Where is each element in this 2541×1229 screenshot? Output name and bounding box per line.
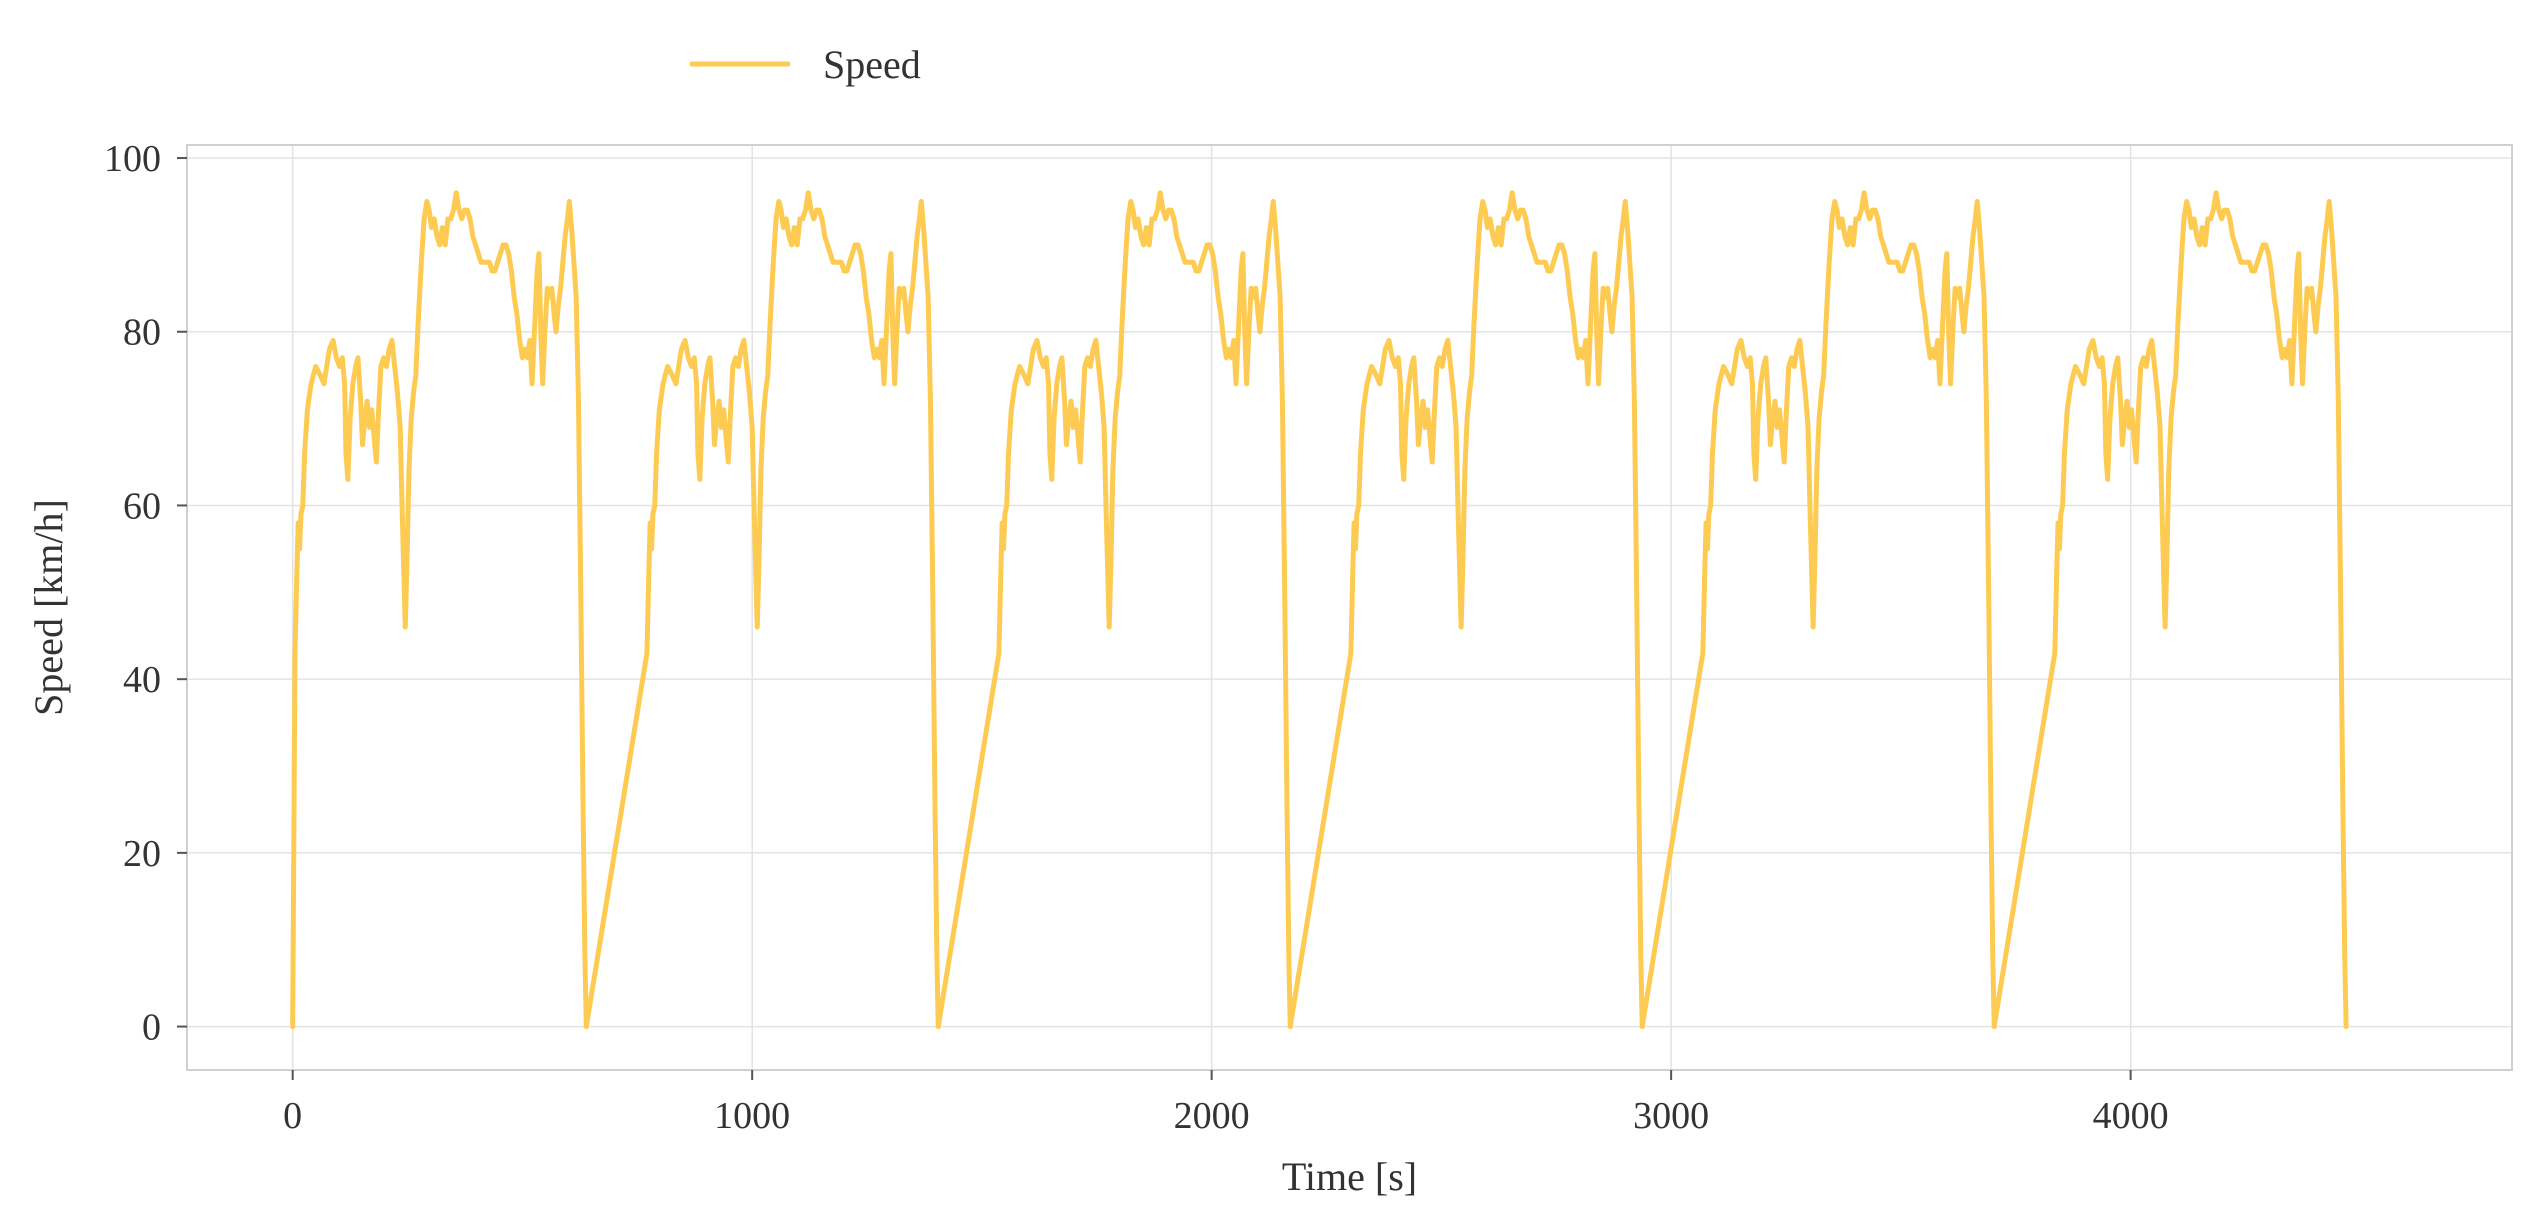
x-axis-ticks: 0 1000 2000 3000 4000: [283, 1070, 2169, 1137]
y-axis-label: Speed [km/h]: [26, 499, 71, 716]
x-tick-label: 1000: [714, 1095, 790, 1137]
y-tick-label: 80: [123, 312, 161, 354]
y-axis-ticks: 0 20 40 60 80 100: [104, 138, 187, 1049]
y-tick-label: 60: [123, 485, 161, 527]
y-tick-label: 100: [104, 138, 161, 180]
plot-area: [186, 144, 2513, 1071]
x-tick-label: 3000: [1633, 1095, 1709, 1137]
x-tick-label: 4000: [2093, 1095, 2169, 1137]
y-tick-label: 20: [123, 833, 161, 875]
x-tick-label: 0: [283, 1095, 302, 1137]
x-tick-label: 2000: [1174, 1095, 1250, 1137]
series-line-speed: [290, 190, 2349, 1030]
series-group: [290, 190, 2349, 1030]
plot-frame: [186, 144, 2513, 1071]
legend: Speed: [690, 42, 921, 87]
legend-label: Speed: [823, 42, 921, 87]
grid-lines: [187, 145, 2512, 1070]
x-axis-label: Time [s]: [1282, 1154, 1417, 1199]
y-tick-label: 0: [142, 1007, 161, 1049]
y-tick-label: 40: [123, 659, 161, 701]
